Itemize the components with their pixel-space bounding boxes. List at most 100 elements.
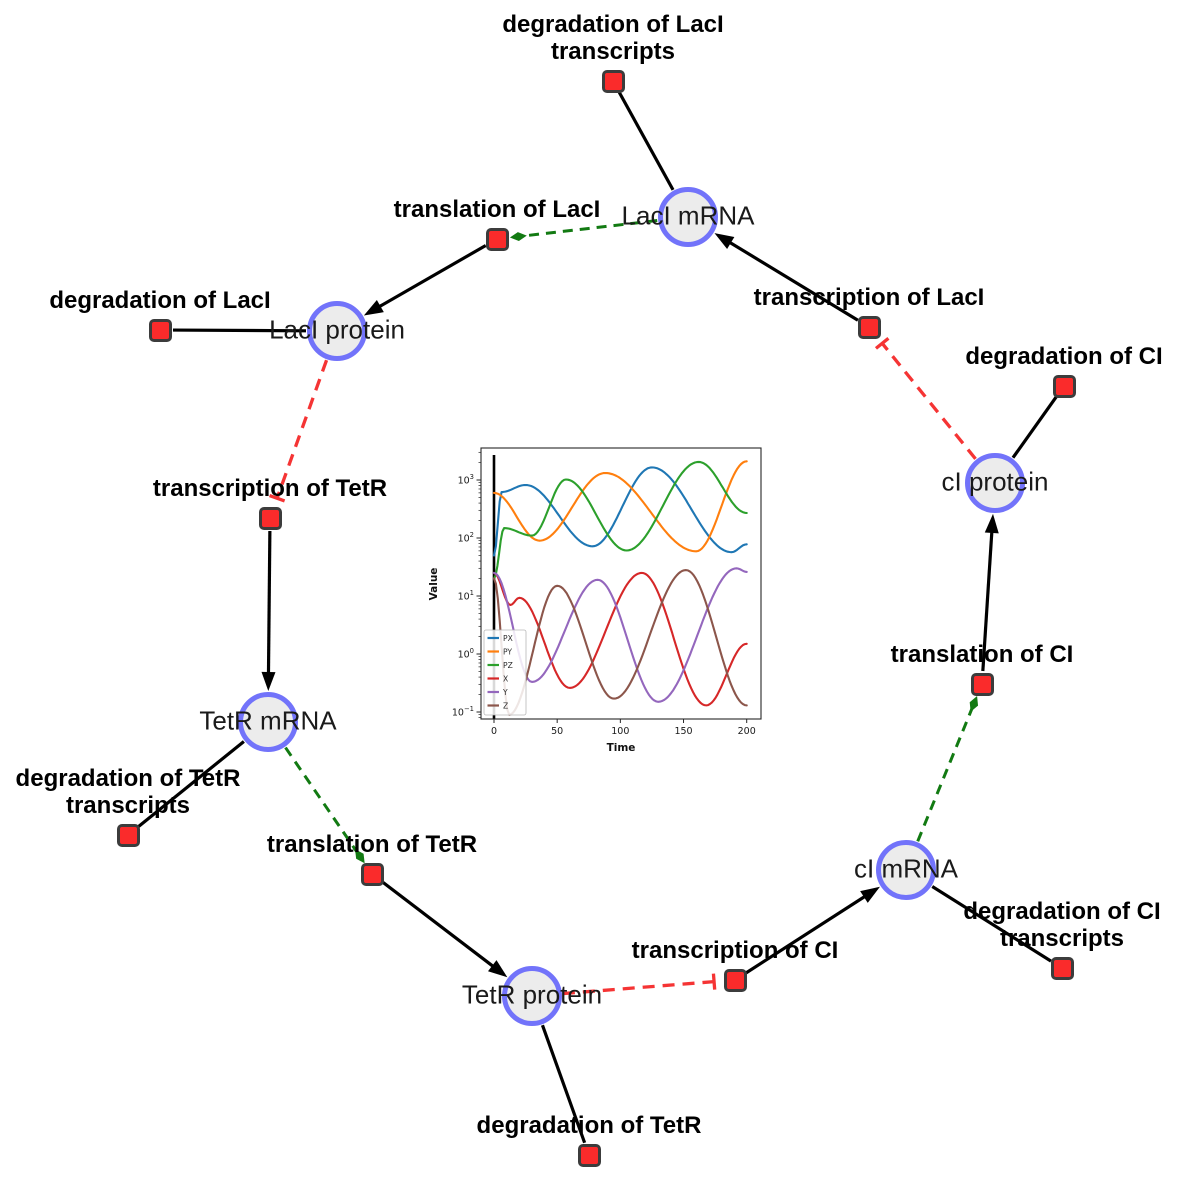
species-label-laci-mrna: LacI mRNA xyxy=(621,200,755,231)
reaction-label-line: transcripts xyxy=(550,38,676,65)
reaction-label-line: translation of TetR xyxy=(266,831,478,858)
species-node-ci-protein[interactable] xyxy=(965,453,1025,513)
reaction-label-translation-ci: translation of CI xyxy=(891,641,1074,668)
edge-production-transcription-ci-ci-mrna xyxy=(745,886,880,975)
species-label-ci-protein: cI protein xyxy=(941,466,1049,497)
y-tick-label: 10−1 xyxy=(452,705,474,719)
edge-consumption-tetr-protein-deg-tetr xyxy=(540,1024,587,1144)
chart-xlabel: Time xyxy=(607,742,636,754)
x-tick-label: 100 xyxy=(611,726,629,737)
reaction-node-deg-ci-tx[interactable] xyxy=(1050,956,1074,980)
reaction-label-deg-ci-tx: degradation of CI transcripts xyxy=(963,898,1160,952)
reaction-label-line: transcripts xyxy=(999,925,1125,952)
reaction-node-deg-tetr[interactable] xyxy=(577,1143,601,1167)
edge-production-translation-laci-laci-protein xyxy=(363,244,487,316)
species-node-laci-protein[interactable] xyxy=(307,301,367,361)
edge-consumption-laci-protein-deg-laci xyxy=(172,328,307,333)
x-tick-label: 50 xyxy=(551,726,563,737)
reaction-label-deg-laci-tx: degradation of LacI transcripts xyxy=(502,11,723,65)
reaction-label-line: transcripts xyxy=(65,792,191,819)
legend-label-PY: PY xyxy=(503,647,512,656)
edge-inhibition-tetr-protein-transcription-ci xyxy=(562,973,717,996)
reaction-node-translation-ci[interactable] xyxy=(970,672,994,696)
reaction-node-transcription-tetr[interactable] xyxy=(258,506,282,530)
reaction-label-line: degradation of LacI xyxy=(502,11,724,38)
series-Y xyxy=(492,567,748,703)
species-label-laci-protein: LacI protein xyxy=(269,314,405,345)
reaction-label-translation-tetr: translation of TetR xyxy=(267,831,477,858)
edge-production-translation-ci-ci-protein xyxy=(981,513,999,672)
legend-label-Z: Z xyxy=(503,701,508,710)
reaction-node-deg-tetr-tx[interactable] xyxy=(116,823,140,847)
series-Z xyxy=(492,569,748,716)
edge-consumption-ci-protein-deg-ci xyxy=(1011,395,1058,459)
x-tick-label: 0 xyxy=(491,726,497,737)
reaction-label-transcription-laci: transcription of LacI xyxy=(754,284,985,311)
reaction-node-transcription-laci[interactable] xyxy=(857,315,881,339)
legend-label-PX: PX xyxy=(503,634,513,643)
reaction-node-translation-tetr[interactable] xyxy=(360,862,384,886)
edge-production-transcription-laci-laci-mrna xyxy=(714,233,859,322)
reaction-label-line: degradation of TetR xyxy=(15,765,241,792)
edge-modifier-tetr-mrna-translation-tetr xyxy=(284,746,365,864)
y-tick-label: 101 xyxy=(458,589,474,603)
edge-inhibition-ci-protein-transcription-laci xyxy=(874,337,977,460)
y-tick-label: 100 xyxy=(458,647,474,661)
chart-ylabel: Value xyxy=(428,568,440,601)
reaction-label-line: degradation of CI xyxy=(965,343,1163,370)
plot-frame xyxy=(480,447,762,720)
reaction-label-transcription-ci: transcription of CI xyxy=(632,937,839,964)
edge-production-transcription-tetr-tetr-mrna xyxy=(261,530,276,692)
timeseries-plot: 0 50 100 150 200 10−1 100 101 102 103 PX PY PZ XYZ Ti… xyxy=(428,447,762,754)
legend-label-X: X xyxy=(503,674,508,683)
series-PY xyxy=(492,460,748,553)
chart-legend: PX PY PZ XYZ xyxy=(483,629,527,716)
edge-consumption-ci-mrna-deg-ci-tx xyxy=(931,885,1052,963)
series-PX xyxy=(492,466,748,557)
edge-inhibition-laci-protein-transcription-tetr xyxy=(268,359,329,503)
x-tick-label: 150 xyxy=(674,726,692,737)
plot-area xyxy=(492,455,748,719)
species-label-tetr-protein: TetR protein xyxy=(461,979,603,1010)
reaction-node-transcription-ci[interactable] xyxy=(723,968,747,992)
legend-label-PZ: PZ xyxy=(503,661,513,670)
reaction-node-deg-ci[interactable] xyxy=(1052,374,1076,398)
reaction-label-deg-tetr-tx: degradation of TetR transcripts xyxy=(16,765,241,819)
edge-modifier-ci-mrna-translation-ci xyxy=(916,696,979,842)
reaction-label-line: translation of CI xyxy=(890,641,1074,668)
reaction-label-deg-tetr: degradation of TetR xyxy=(477,1112,702,1139)
y-tick-label: 103 xyxy=(458,473,474,487)
reaction-node-deg-laci[interactable] xyxy=(148,318,172,342)
edge-consumption-tetr-mrna-deg-tetr-tx xyxy=(137,740,245,829)
edge-modifier-laci-mrna-translation-laci xyxy=(509,219,658,242)
reaction-label-deg-laci: degradation of LacI xyxy=(49,287,270,314)
x-tick-label: 200 xyxy=(738,726,756,737)
edge-consumption-laci-mrna-deg-laci-tx xyxy=(617,91,675,191)
reaction-label-line: transcription of TetR xyxy=(152,475,388,502)
species-node-ci-mrna[interactable] xyxy=(876,840,936,900)
species-node-tetr-mrna[interactable] xyxy=(238,692,298,752)
reaction-node-deg-laci-tx[interactable] xyxy=(601,69,625,93)
species-node-laci-mrna[interactable] xyxy=(658,187,718,247)
reaction-node-translation-laci[interactable] xyxy=(485,227,509,251)
reaction-label-translation-laci: translation of LacI xyxy=(394,196,601,223)
reaction-label-line: transcription of LacI xyxy=(753,284,985,311)
edge-production-translation-tetr-tetr-protein xyxy=(381,880,508,978)
reaction-label-line: degradation of TetR xyxy=(476,1112,702,1139)
inset-timeseries-chart: 0 50 100 150 200 10−1 100 101 102 103 PX PY PZ X Y Z Ti… xyxy=(424,440,776,762)
reaction-label-line: transcription of CI xyxy=(631,937,839,964)
reaction-label-line: degradation of CI xyxy=(963,898,1161,925)
legend-label-Y: Y xyxy=(502,688,508,697)
y-tick-label: 102 xyxy=(458,531,474,545)
reaction-label-deg-ci: degradation of CI xyxy=(965,343,1162,370)
reaction-label-line: translation of LacI xyxy=(393,196,601,223)
series-PZ xyxy=(492,460,748,580)
reaction-label-line: degradation of LacI xyxy=(49,287,271,314)
species-node-tetr-protein[interactable] xyxy=(502,966,562,1026)
species-label-tetr-mrna: TetR mRNA xyxy=(199,705,337,736)
reaction-label-transcription-tetr: transcription of TetR xyxy=(153,475,387,502)
series-X xyxy=(492,571,748,707)
